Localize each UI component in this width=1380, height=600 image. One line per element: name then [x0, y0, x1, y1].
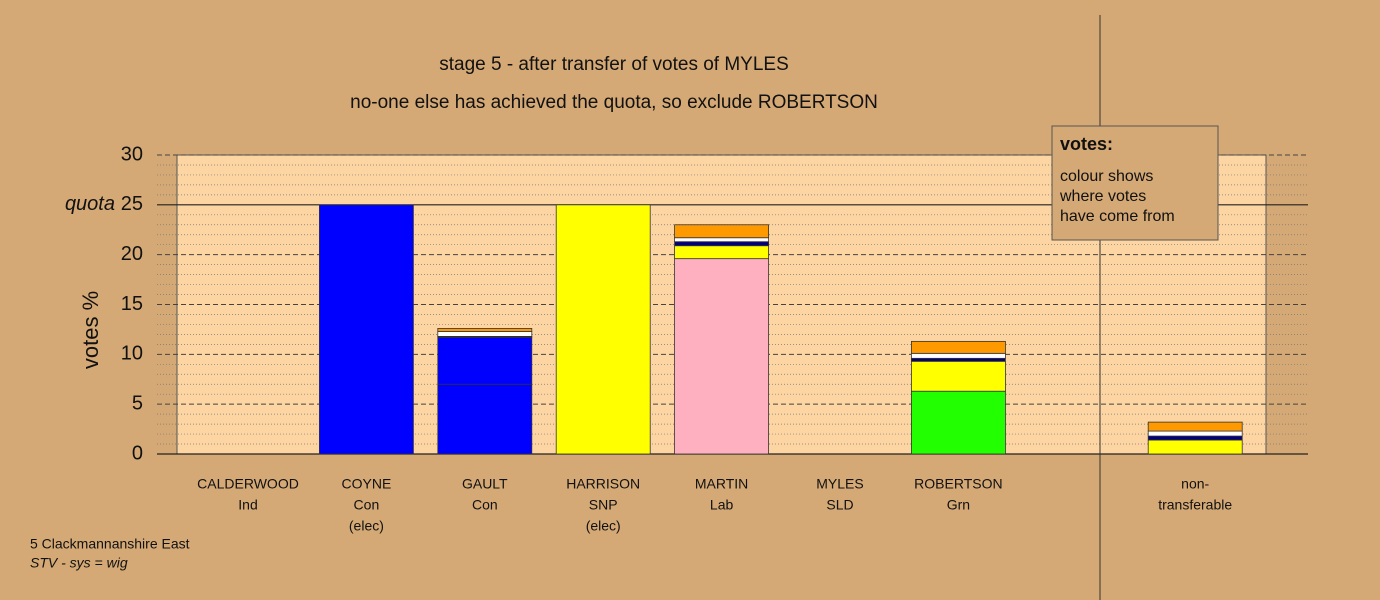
bar-segment	[911, 340, 1006, 354]
x-tick-label: (elec)	[349, 518, 384, 534]
legend-text: have come from	[1060, 208, 1175, 225]
bars	[318, 204, 1243, 455]
bar-segment	[555, 204, 651, 455]
footer-text: 5 Clackmannanshire East	[30, 536, 190, 552]
bar-segment	[911, 357, 1006, 362]
quota-label: quota	[65, 193, 115, 215]
legend-heading: votes:	[1060, 134, 1113, 154]
x-tick-label: CALDERWOOD	[197, 476, 299, 492]
bar-segment	[674, 237, 769, 243]
x-tick-label: Con	[354, 497, 380, 513]
x-tick-label: Lab	[710, 497, 734, 513]
bar-segment	[437, 328, 533, 332]
bar-segment	[318, 204, 414, 455]
bar-segment	[1147, 430, 1243, 437]
bar-segment	[911, 352, 1006, 359]
x-tick-label: Grn	[947, 497, 970, 513]
y-tick-label: 20	[121, 243, 143, 265]
bar-segment	[437, 336, 533, 385]
y-tick-label: 10	[121, 343, 143, 365]
y-tick-label: 0	[132, 442, 143, 464]
x-tick-label: transferable	[1158, 497, 1232, 513]
chart-subtitle: no-one else has achieved the quota, so e…	[350, 92, 878, 113]
bar-segment	[1147, 439, 1243, 455]
bar-segment	[674, 245, 769, 260]
legend-box	[1051, 125, 1219, 241]
bar-segment	[1147, 435, 1243, 441]
x-tick-label: MARTIN	[695, 476, 748, 492]
y-tick-label: 15	[121, 293, 143, 315]
x-tick-label: Ind	[238, 497, 257, 513]
x-tick-label: COYNE	[342, 476, 392, 492]
x-tick-label: MYLES	[816, 476, 863, 492]
bar-segment	[674, 224, 769, 239]
x-tick-label: GAULT	[462, 476, 508, 492]
bar-segment	[674, 258, 769, 455]
legend-text: colour shows	[1060, 168, 1153, 185]
x-tick-label: (elec)	[586, 518, 621, 534]
bar-segment	[437, 331, 533, 337]
bar-segment	[437, 383, 533, 455]
bar-segment	[674, 241, 769, 247]
x-tick-label: SLD	[826, 497, 853, 513]
bar-segment	[911, 390, 1006, 455]
x-tick-label: Con	[472, 497, 498, 513]
y-tick-label: 25	[121, 193, 143, 215]
x-tick-label: ROBERTSON	[914, 476, 1002, 492]
y-axis-label: votes %	[78, 291, 103, 369]
chart-title: stage 5 - after transfer of votes of MYL…	[439, 54, 789, 75]
legend-text: where votes	[1059, 188, 1146, 205]
x-tick-label: HARRISON	[566, 476, 640, 492]
y-tick-label: 5	[132, 392, 143, 414]
bar-segment	[911, 360, 1006, 392]
x-tick-label: non-	[1181, 476, 1209, 492]
footer-text: STV - sys = wig	[30, 555, 128, 571]
bar-segment	[1147, 421, 1243, 432]
x-tick-label: SNP	[589, 497, 618, 513]
y-tick-label: 30	[121, 143, 143, 165]
